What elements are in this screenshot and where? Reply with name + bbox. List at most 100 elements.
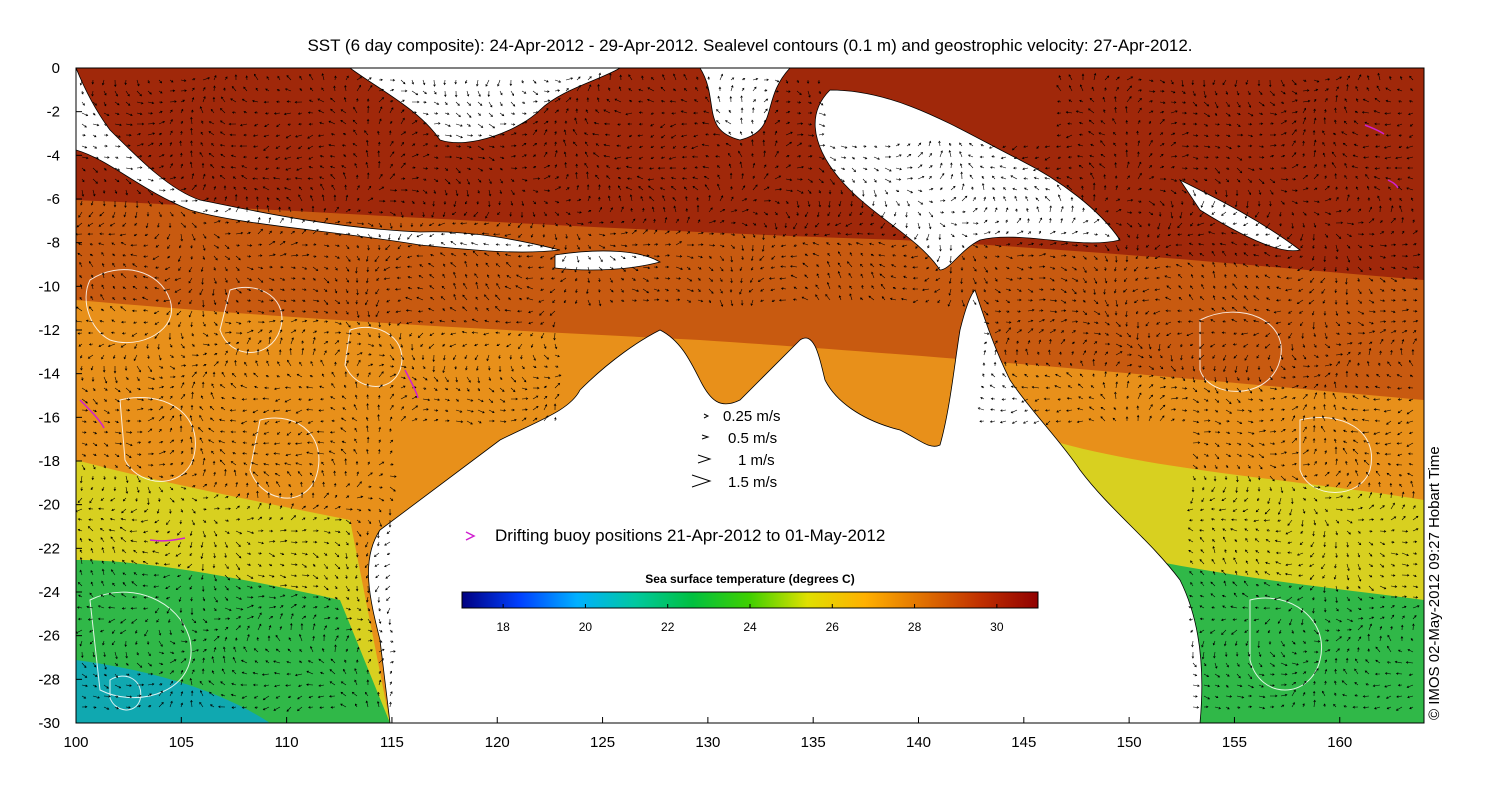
velocity-arrow (122, 222, 127, 227)
velocity-arrow (692, 176, 699, 180)
velocity-arrow-field (76, 72, 1421, 712)
velocity-arrow (433, 90, 437, 95)
velocity-arrow (389, 121, 393, 125)
velocity-arrow (796, 142, 803, 147)
velocity-arrow (334, 255, 340, 259)
velocity-arrow (191, 173, 195, 180)
velocity-arrow (114, 101, 120, 106)
velocity-arrow (1203, 134, 1209, 138)
velocity-arrow (961, 195, 968, 202)
velocity-arrow (774, 165, 779, 169)
velocity-arrow (1078, 164, 1084, 169)
velocity-arrow (152, 255, 160, 260)
velocity-arrow (565, 211, 571, 215)
velocity-arrow (1044, 166, 1051, 170)
velocity-arrow (231, 111, 237, 114)
velocity-arrow (243, 155, 248, 159)
velocity-arrow (818, 156, 825, 160)
velocity-arrow (158, 165, 164, 169)
velocity-arrow (620, 231, 628, 235)
velocity-arrow (1049, 242, 1057, 246)
velocity-arrow (224, 221, 229, 224)
velocity-arrow (455, 189, 459, 197)
velocity-arrow (950, 173, 954, 180)
velocity-arrow (719, 244, 725, 248)
velocity-arrow (92, 101, 98, 106)
velocity-arrow (276, 187, 281, 191)
velocity-arrow (103, 133, 109, 137)
velocity-arrow (443, 200, 447, 205)
velocity-arrow (532, 79, 537, 84)
velocity-arrow (807, 155, 813, 158)
velocity-arrow (638, 88, 644, 92)
velocity-arrow (1302, 166, 1307, 169)
velocity-arrow (1190, 222, 1194, 227)
velocity-arrow (395, 255, 402, 261)
velocity-arrow (191, 87, 195, 92)
velocity-arrow (587, 210, 592, 213)
velocity-arrow (158, 211, 162, 218)
velocity-arrow (407, 255, 413, 259)
velocity-arrow (378, 78, 384, 82)
velocity-arrow (488, 123, 496, 129)
velocity-arrow (488, 167, 493, 170)
velocity-arrow (1236, 101, 1241, 108)
velocity-arrow (1355, 175, 1359, 180)
velocity-arrow (1313, 108, 1316, 114)
velocity-arrow (584, 118, 589, 125)
velocity-arrow (712, 133, 721, 136)
velocity-arrow (1027, 218, 1030, 224)
velocity-arrow (1280, 90, 1286, 95)
velocity-arrow (87, 232, 94, 236)
velocity-arrow (433, 122, 441, 125)
velocity-arrow (114, 112, 120, 116)
velocity-arrow (763, 199, 772, 203)
velocity-arrow (598, 72, 602, 81)
velocity-arrow (378, 199, 386, 203)
velocity-arrow (1079, 99, 1084, 103)
velocity-arrow (1225, 156, 1230, 159)
velocity-arrow (608, 185, 611, 191)
velocity-arrow (377, 141, 381, 147)
velocity-arrow (1192, 144, 1199, 148)
velocity-arrow (466, 178, 470, 185)
velocity-arrow (796, 133, 804, 136)
velocity-arrow (169, 100, 177, 103)
velocity-arrow (774, 120, 781, 125)
velocity-arrow (91, 90, 94, 97)
velocity-arrow (1000, 156, 1007, 160)
copyright-label: © IMOS 02-May-2012 09:27 Hobart Time (1426, 446, 1443, 720)
velocity-arrow (1126, 187, 1131, 191)
velocity-arrow (1368, 218, 1375, 224)
velocity-arrow (352, 119, 358, 125)
velocity-arrow (1257, 200, 1261, 207)
velocity-arrow (1409, 134, 1414, 138)
velocity-arrow (543, 99, 551, 103)
velocity-arrow (1071, 217, 1076, 224)
velocity-arrow (543, 129, 548, 136)
velocity-arrow (1137, 78, 1142, 82)
velocity-arrow (1409, 75, 1414, 81)
velocity-arrow (422, 79, 426, 86)
velocity-arrow (412, 100, 420, 104)
velocity-arrow (230, 98, 237, 103)
velocity-arrow (276, 197, 281, 202)
y-tick-label-2: -4 (47, 147, 60, 164)
velocity-arrow (851, 145, 858, 149)
velocity-arrow (696, 76, 699, 81)
velocity-arrow (328, 143, 336, 147)
velocity-arrow (477, 134, 482, 137)
velocity-arrow (1057, 156, 1062, 159)
velocity-arrow (1126, 211, 1133, 214)
velocity-arrow (840, 189, 843, 195)
velocity-arrow (586, 184, 590, 191)
velocity-arrow (1331, 151, 1337, 158)
velocity-arrow (154, 233, 160, 240)
velocity-arrow (1352, 154, 1359, 158)
velocity-arrow (202, 77, 211, 81)
velocity-legend-label-3: 1.5 m/s (728, 474, 777, 491)
buoy-legend: Drifting buoy positions 21-Apr-2012 to 0… (465, 526, 885, 545)
buoy-legend-label: Drifting buoy positions 21-Apr-2012 to 0… (495, 526, 885, 545)
sst-field-green-east (1150, 560, 1424, 723)
velocity-arrow (1159, 165, 1165, 169)
